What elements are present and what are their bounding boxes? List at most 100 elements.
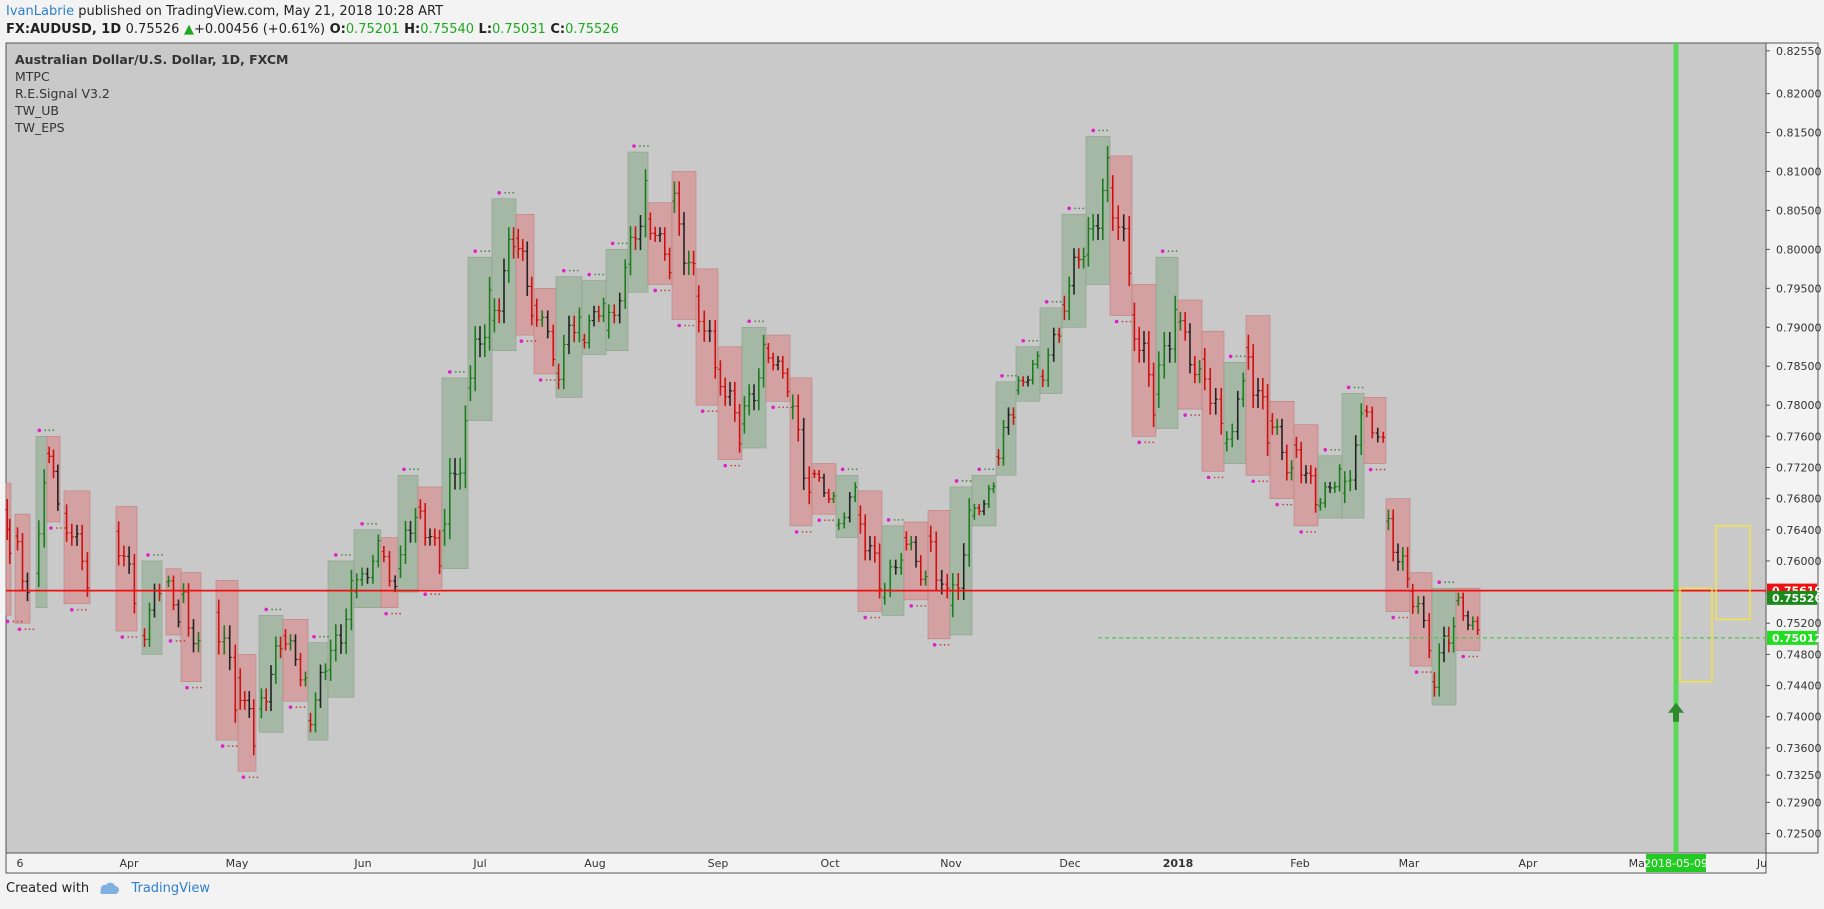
y-tick-label: 0.80500 [1776,204,1822,217]
open-label: O: [329,22,346,37]
marker-trail [965,480,968,482]
marker-trail [715,410,718,413]
candle [996,449,1001,466]
marker-trail [60,527,62,529]
marker-trail [1015,374,1017,377]
candle [847,492,852,523]
marker-trail [1032,339,1035,342]
signal-marker [1299,530,1317,534]
candle [662,227,667,261]
candle [288,634,293,651]
candle [1156,351,1161,408]
candle [982,499,986,516]
close-value: 0.75526 [565,22,619,37]
candle [934,531,939,591]
candle [956,573,961,601]
candle [567,315,571,355]
candle [1076,248,1081,269]
marker-dot [120,635,125,639]
candle [437,529,442,575]
legend-indicator[interactable]: TW_EPS [15,120,65,135]
marker-trail [778,406,781,409]
marker-trail [348,554,351,556]
y-tick-label: 0.75200 [1776,617,1822,630]
candle [918,555,923,586]
marker-trail [344,554,347,556]
candle [1421,596,1426,628]
legend-indicator[interactable]: MTPC [15,69,50,84]
candle [728,381,732,406]
candle [525,241,530,296]
marker-trail [512,191,515,194]
candle [1046,348,1051,388]
signal-marker [384,611,401,616]
candle [171,575,176,611]
candle [318,664,323,708]
candle [1192,355,1197,384]
candle [540,310,545,327]
time-axis [5,852,1767,874]
swing-box [515,214,535,336]
author-link[interactable]: IvanLabrie [6,4,75,19]
signal-marker [932,643,950,647]
candle [592,305,596,327]
footer: Created with TradingView [6,881,210,896]
tradingview-link[interactable]: TradingView [131,881,210,896]
legend-indicator[interactable]: TW_UB [15,103,59,118]
marker-trail [711,410,714,413]
legend-indicator[interactable]: R.E.Signal V3.2 [15,86,110,101]
swing-box [141,560,163,655]
candle [572,315,577,343]
price-axis [1765,42,1819,854]
marker-trail [279,608,282,611]
marker-trail [1217,476,1220,479]
marker-trail [48,429,51,432]
marker-trail [754,320,757,323]
x-tick-label: Oct [820,857,840,870]
marker-dot [1323,447,1327,452]
candle [1167,331,1172,363]
x-axis-ticks: 6 Apr May Jun Jul Aug Sep Oct Nov Dec 2018 Feb Mar Ap… [17,857,1768,870]
swing-box [995,381,1017,476]
marker-trail [454,371,457,373]
signal-marker [1414,670,1432,674]
marker-trail [730,464,733,467]
candle [1197,360,1202,384]
candle [238,668,243,710]
signal-marker [1183,413,1201,417]
candle [251,699,256,756]
candle [812,469,817,479]
swing-box [605,249,629,351]
signal-marker [360,521,377,526]
marker-trail [413,468,415,471]
overlays: 2018-05-09 [1644,43,1751,872]
candle [15,527,20,551]
marker-trail [1468,655,1471,658]
y-tick-label: 0.77200 [1776,461,1822,474]
marker-dot [1067,206,1071,211]
candle [370,555,375,584]
date-highlight-line [1673,43,1679,853]
x-tick-label: Apr [1518,857,1538,870]
low-value: 0.75031 [492,22,546,37]
marker-trail [594,273,597,276]
signal-marker [610,241,628,246]
marker-trail [832,519,835,522]
candle [801,417,806,490]
signal-marker [473,249,491,253]
marker-trail [530,340,533,342]
marker-dot [977,467,981,472]
candle [1332,481,1337,493]
signal-marker [1251,479,1269,484]
candle [653,226,658,242]
signal-marker [1228,354,1246,359]
swing-box [63,490,91,605]
candle [1348,470,1353,492]
marker-trail [417,468,419,471]
marker-trail [576,269,579,272]
marker-trail [782,406,785,409]
candle [577,307,582,343]
signal-marker [448,370,465,374]
marker-trail [248,776,251,779]
